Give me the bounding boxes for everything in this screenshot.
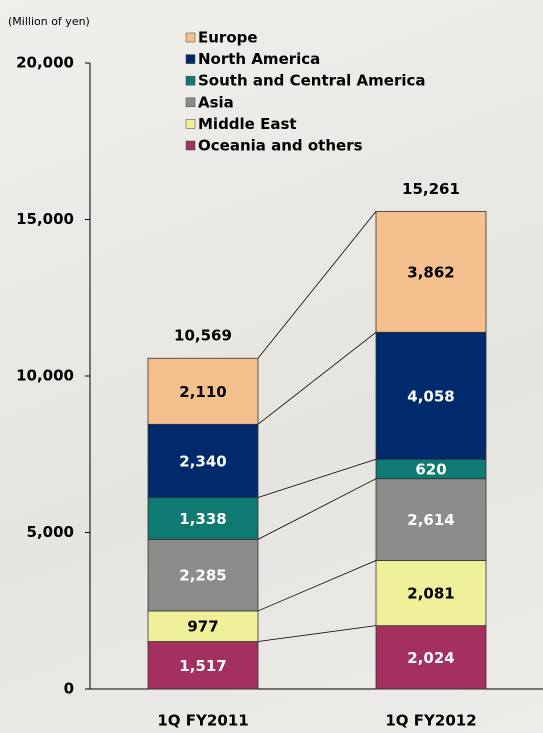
- x-tick-label: 1Q FY2012: [385, 712, 476, 730]
- data-label: 2,024: [407, 649, 454, 667]
- legend-label: Asia: [198, 93, 234, 111]
- bar-segment: [147, 357, 259, 425]
- bar-segment: [375, 210, 487, 333]
- data-label: 2,110: [179, 383, 226, 401]
- legend-swatch: [185, 97, 196, 108]
- data-label: 1,517: [179, 657, 226, 675]
- legend-swatch: [185, 140, 196, 151]
- bar-segment: [147, 610, 259, 642]
- connector: [257, 625, 377, 642]
- total-label: 15,261: [402, 180, 460, 198]
- y-tick-label: 20,000: [16, 54, 74, 72]
- connector: [257, 478, 377, 540]
- total-label: 10,569: [174, 327, 232, 345]
- connector: [257, 211, 377, 359]
- y-tick-label: 5,000: [27, 523, 74, 541]
- legend-label: Middle East: [198, 115, 297, 133]
- data-label: 3,862: [407, 263, 454, 281]
- y-tick-label: 10,000: [16, 367, 74, 385]
- legend-swatch: [185, 32, 196, 43]
- bar-segment: [375, 625, 487, 690]
- bar-segment: [147, 497, 259, 540]
- data-label: 620: [415, 460, 446, 478]
- data-label: 4,058: [407, 387, 454, 405]
- legend-swatch: [185, 119, 196, 129]
- connector: [257, 458, 377, 498]
- connector: [257, 331, 377, 425]
- data-label: 2,614: [407, 511, 454, 529]
- x-tick-label: 1Q FY2011: [157, 712, 248, 730]
- bar-segment: [375, 331, 487, 460]
- data-label: 977: [187, 618, 218, 636]
- y-tick-label: 0: [64, 680, 74, 698]
- data-label: 2,340: [179, 452, 226, 470]
- y-tick-label: 15,000: [16, 210, 74, 228]
- legend-label: Europe: [198, 29, 258, 47]
- bar-segment: [375, 560, 487, 627]
- legend-swatch: [185, 54, 196, 64]
- legend-label: Oceania and others: [198, 137, 363, 155]
- legend-swatch: [185, 75, 196, 86]
- bar-segment: [147, 539, 259, 612]
- bar-segment: [147, 641, 259, 690]
- data-label: 1,338: [179, 510, 226, 528]
- legend-label: North America: [198, 50, 320, 68]
- data-label: 2,081: [407, 585, 454, 603]
- unit-label: (Million of yen): [8, 15, 90, 28]
- bar-segment: [375, 478, 487, 561]
- legend-label: South and Central America: [198, 72, 426, 90]
- data-label: 2,285: [179, 567, 226, 585]
- bar-segment: [147, 423, 259, 498]
- connector: [257, 560, 377, 612]
